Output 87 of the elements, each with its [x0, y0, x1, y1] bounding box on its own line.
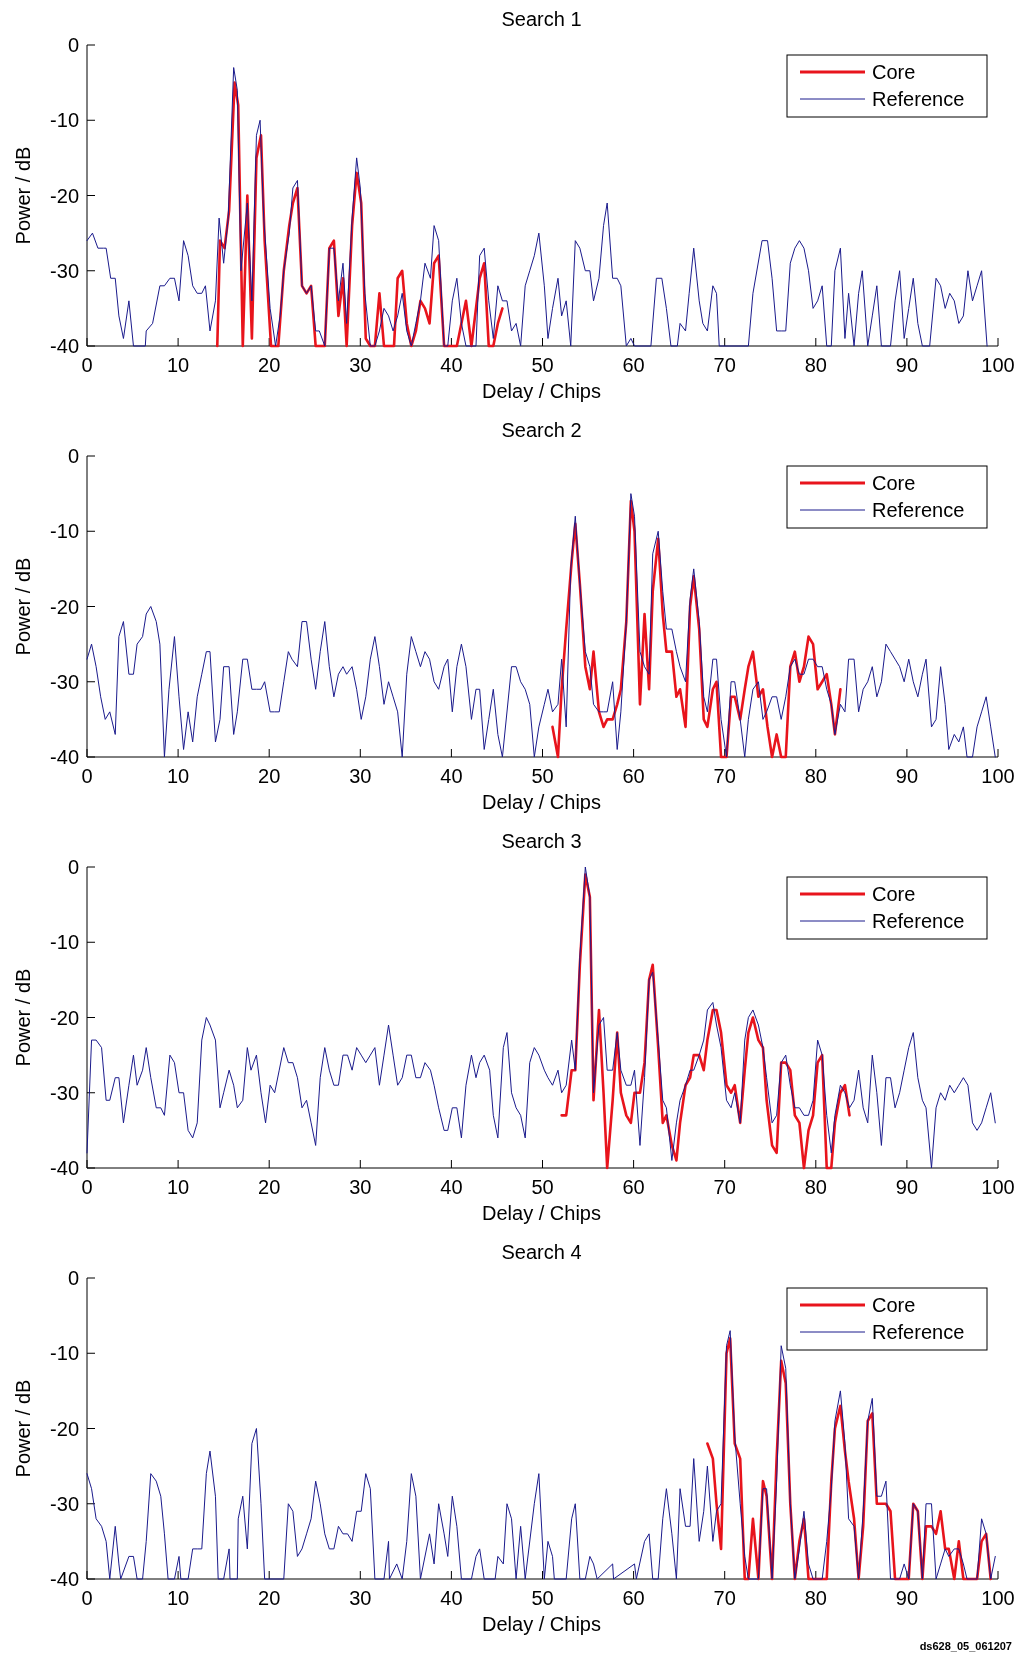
x-tick-label: 80 [804, 765, 827, 787]
x-tick-label: 50 [531, 354, 554, 376]
x-tick-label: 0 [81, 765, 93, 787]
x-tick-label: 70 [713, 1587, 736, 1609]
x-tick-label: 70 [713, 354, 736, 376]
y-tick-label: -30 [50, 670, 79, 693]
y-tick-label: -10 [50, 520, 79, 543]
x-tick-label: 70 [713, 765, 736, 787]
x-tick-label: 0 [81, 354, 93, 376]
y-tick-label: 0 [67, 856, 79, 878]
x-tick-label: 70 [713, 1176, 736, 1198]
chart-title: Search 3 [501, 830, 582, 852]
x-tick-label: 40 [440, 354, 463, 376]
x-tick-label: 90 [895, 1176, 919, 1198]
chart-title: Search 1 [501, 8, 582, 30]
x-tick-label: 30 [349, 765, 372, 787]
x-tick-label: 50 [531, 1176, 554, 1198]
x-tick-label: 40 [440, 765, 463, 787]
x-tick-label: 100 [981, 1176, 1015, 1198]
chart-title: Search 2 [501, 419, 582, 441]
text: ds628_05_061207 [919, 1640, 1012, 1652]
x-tick-label: 90 [895, 1587, 919, 1609]
y-tick-label: -20 [50, 1006, 79, 1029]
x-tick-label: 80 [804, 1176, 827, 1198]
y-axis-title: Power / dB [12, 1379, 34, 1478]
x-tick-label: 60 [622, 354, 645, 376]
x-tick-label: 0 [81, 1176, 93, 1198]
x-axis-title: Delay / Chips [482, 791, 601, 813]
x-tick-label: 100 [981, 765, 1015, 787]
x-tick-label: 0 [81, 1587, 93, 1609]
y-tick-label: -40 [50, 1157, 79, 1179]
x-tick-label: 20 [258, 354, 281, 376]
x-tick-label: 90 [895, 354, 919, 376]
y-tick-label: -20 [50, 1417, 79, 1440]
x-tick-label: 30 [349, 354, 372, 376]
x-tick-label: 10 [166, 354, 190, 376]
x-tick-label: 40 [440, 1587, 463, 1609]
y-tick-label: -40 [50, 746, 79, 768]
x-tick-label: 100 [981, 1587, 1015, 1609]
y-tick-label: -10 [50, 1342, 79, 1365]
y-tick-label: -20 [50, 184, 79, 207]
y-tick-label: -10 [50, 931, 79, 954]
x-tick-label: 20 [258, 1176, 281, 1198]
y-tick-label: -30 [50, 1492, 79, 1515]
y-axis-title: Power / dB [12, 146, 34, 245]
y-tick-label: -30 [50, 1081, 79, 1104]
x-tick-label: 10 [166, 765, 190, 787]
y-tick-label: 0 [67, 445, 79, 467]
y-axis-title: Power / dB [12, 557, 34, 656]
legend-label: Reference [872, 910, 965, 932]
legend-label: Core [872, 472, 916, 494]
x-tick-label: 10 [166, 1587, 190, 1609]
x-tick-label: 50 [531, 1587, 554, 1609]
x-tick-label: 80 [804, 1587, 827, 1609]
y-axis-title: Power / dB [12, 968, 34, 1067]
x-tick-label: 80 [804, 354, 827, 376]
y-tick-label: -40 [50, 1568, 79, 1590]
legend-label: Reference [872, 1321, 965, 1343]
line-series [86, 67, 988, 347]
y-tick-label: 0 [67, 1267, 79, 1289]
y-tick-label: -40 [50, 335, 79, 357]
x-axis-title: Delay / Chips [482, 1202, 601, 1224]
x-axis-title: Delay / Chips [482, 380, 601, 402]
y-tick-label: -10 [50, 109, 79, 132]
legend-label: Reference [872, 88, 965, 110]
x-tick-label: 100 [981, 354, 1015, 376]
x-tick-label: 10 [166, 1176, 190, 1198]
x-tick-label: 60 [622, 1587, 645, 1609]
y-tick-label: -20 [50, 595, 79, 618]
legend-label: Core [872, 883, 916, 905]
legend-label: Reference [872, 499, 965, 521]
x-tick-label: 60 [622, 765, 645, 787]
x-axis-title: Delay / Chips [482, 1613, 601, 1635]
y-tick-label: 0 [67, 34, 79, 56]
legend-label: Core [872, 61, 916, 83]
x-tick-label: 60 [622, 1176, 645, 1198]
x-tick-label: 30 [349, 1587, 372, 1609]
x-tick-label: 90 [895, 765, 919, 787]
chart-title: Search 4 [501, 1241, 582, 1263]
x-tick-label: 20 [258, 1587, 281, 1609]
y-tick-label: -30 [50, 259, 79, 282]
x-tick-label: 30 [349, 1176, 372, 1198]
line-series [86, 866, 996, 1169]
x-tick-label: 40 [440, 1176, 463, 1198]
legend-label: Core [872, 1294, 916, 1316]
x-tick-label: 20 [258, 765, 281, 787]
x-tick-label: 50 [531, 765, 554, 787]
